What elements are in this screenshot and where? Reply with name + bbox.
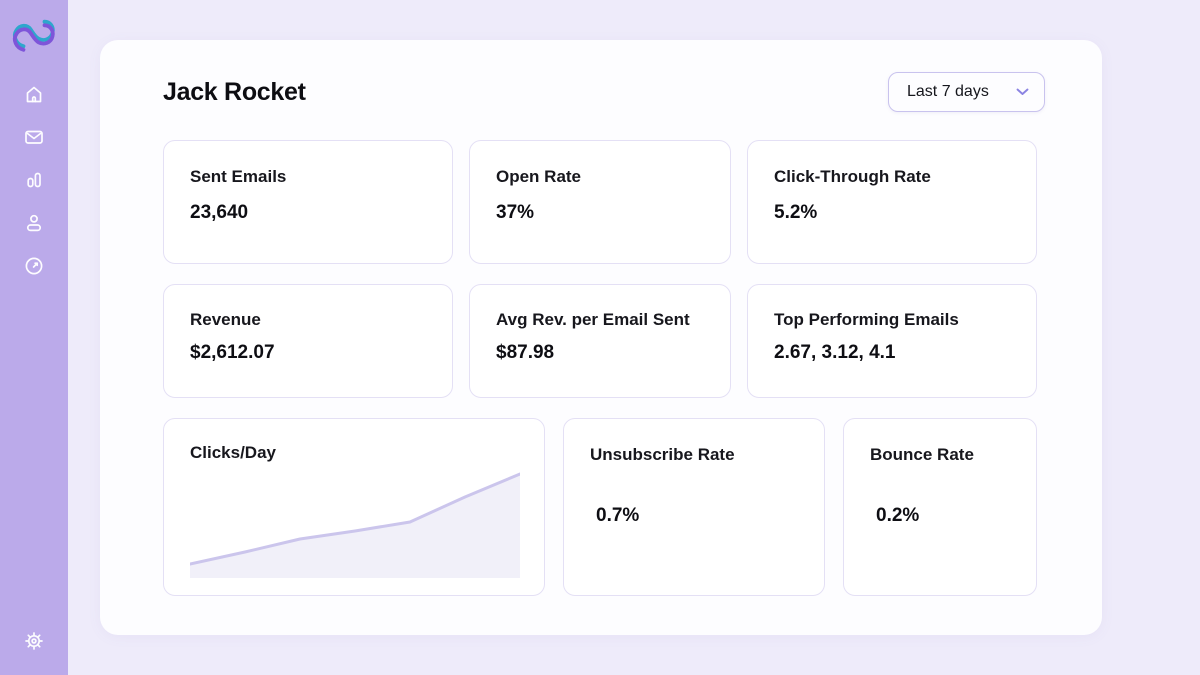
- stat-label: Unsubscribe Rate: [590, 445, 735, 464]
- stat-card-bounce-rate: Bounce Rate 0.2%: [843, 418, 1037, 596]
- stat-value: 0.2%: [876, 505, 920, 526]
- mail-icon: [25, 130, 43, 144]
- stats-row-2: Revenue $2,612.07 Avg Rev. per Email Sen…: [163, 284, 1037, 398]
- sidebar-item-mail[interactable]: [22, 125, 46, 149]
- stat-value: 37%: [496, 202, 535, 223]
- gear-icon: [25, 632, 43, 650]
- brand-logo[interactable]: [9, 14, 59, 58]
- sidebar-nav: [22, 82, 46, 278]
- clicks-area: [190, 474, 520, 578]
- stats-row-3: Clicks/Day Unsubscribe Rate 0.7% Bounce …: [163, 418, 1037, 596]
- clicks-day-chart: [190, 472, 520, 578]
- home-icon: [26, 86, 42, 103]
- clock-arrow-icon: [25, 257, 43, 275]
- stat-card-open-rate: Open Rate 37%: [469, 140, 731, 264]
- bar-chart-icon: [27, 172, 41, 188]
- stat-card-avg-revenue: Avg Rev. per Email Sent $87.98: [469, 284, 731, 398]
- stat-label: Sent Emails: [190, 167, 287, 186]
- sidebar-item-performance[interactable]: [22, 254, 46, 278]
- dashboard-header: Jack Rocket Last 7 days: [163, 70, 1045, 114]
- stat-label: Avg Rev. per Email Sent: [496, 310, 690, 329]
- stat-value: 0.7%: [596, 505, 640, 526]
- stat-card-revenue: Revenue $2,612.07: [163, 284, 453, 398]
- sidebar-item-analytics[interactable]: [22, 168, 46, 192]
- stat-label: Bounce Rate: [870, 445, 974, 464]
- stat-card-unsubscribe-rate: Unsubscribe Rate 0.7%: [563, 418, 825, 596]
- dashboard-panel: Jack Rocket Last 7 days Sent Emails 23,6…: [100, 40, 1102, 635]
- stat-value: 2.67, 3.12, 4.1: [774, 342, 896, 363]
- clicks-line: [190, 472, 520, 566]
- stat-value: $2,612.07: [190, 342, 275, 363]
- user-icon: [26, 214, 42, 232]
- stat-card-top-performing: Top Performing Emails 2.67, 3.12, 4.1: [747, 284, 1037, 398]
- stat-label: Revenue: [190, 310, 261, 329]
- stat-value: 5.2%: [774, 202, 818, 223]
- chart-title: Clicks/Day: [190, 443, 276, 462]
- stat-value: 23,640: [190, 202, 249, 223]
- sidebar: [0, 0, 68, 675]
- sidebar-item-home[interactable]: [22, 82, 46, 106]
- stat-value: $87.98: [496, 342, 555, 363]
- chevron-down-icon: [1016, 88, 1029, 95]
- page-title: Jack Rocket: [163, 77, 306, 106]
- stat-label: Open Rate: [496, 167, 582, 186]
- stat-card-click-through-rate: Click-Through Rate 5.2%: [747, 140, 1037, 264]
- date-range-select[interactable]: Last 7 days: [888, 72, 1045, 112]
- stat-label: Click-Through Rate: [774, 167, 931, 186]
- date-range-value: Last 7 days: [907, 83, 989, 100]
- stat-card-sent-emails: Sent Emails 23,640: [163, 140, 453, 264]
- sidebar-item-settings[interactable]: [22, 629, 46, 653]
- sidebar-item-contacts[interactable]: [22, 211, 46, 235]
- brand-logo-icon: [12, 19, 55, 52]
- clicks-per-day-card: Clicks/Day: [163, 418, 545, 596]
- stats-row-1: Sent Emails 23,640 Open Rate 37% Click-T…: [163, 140, 1037, 264]
- stat-label: Top Performing Emails: [774, 310, 959, 329]
